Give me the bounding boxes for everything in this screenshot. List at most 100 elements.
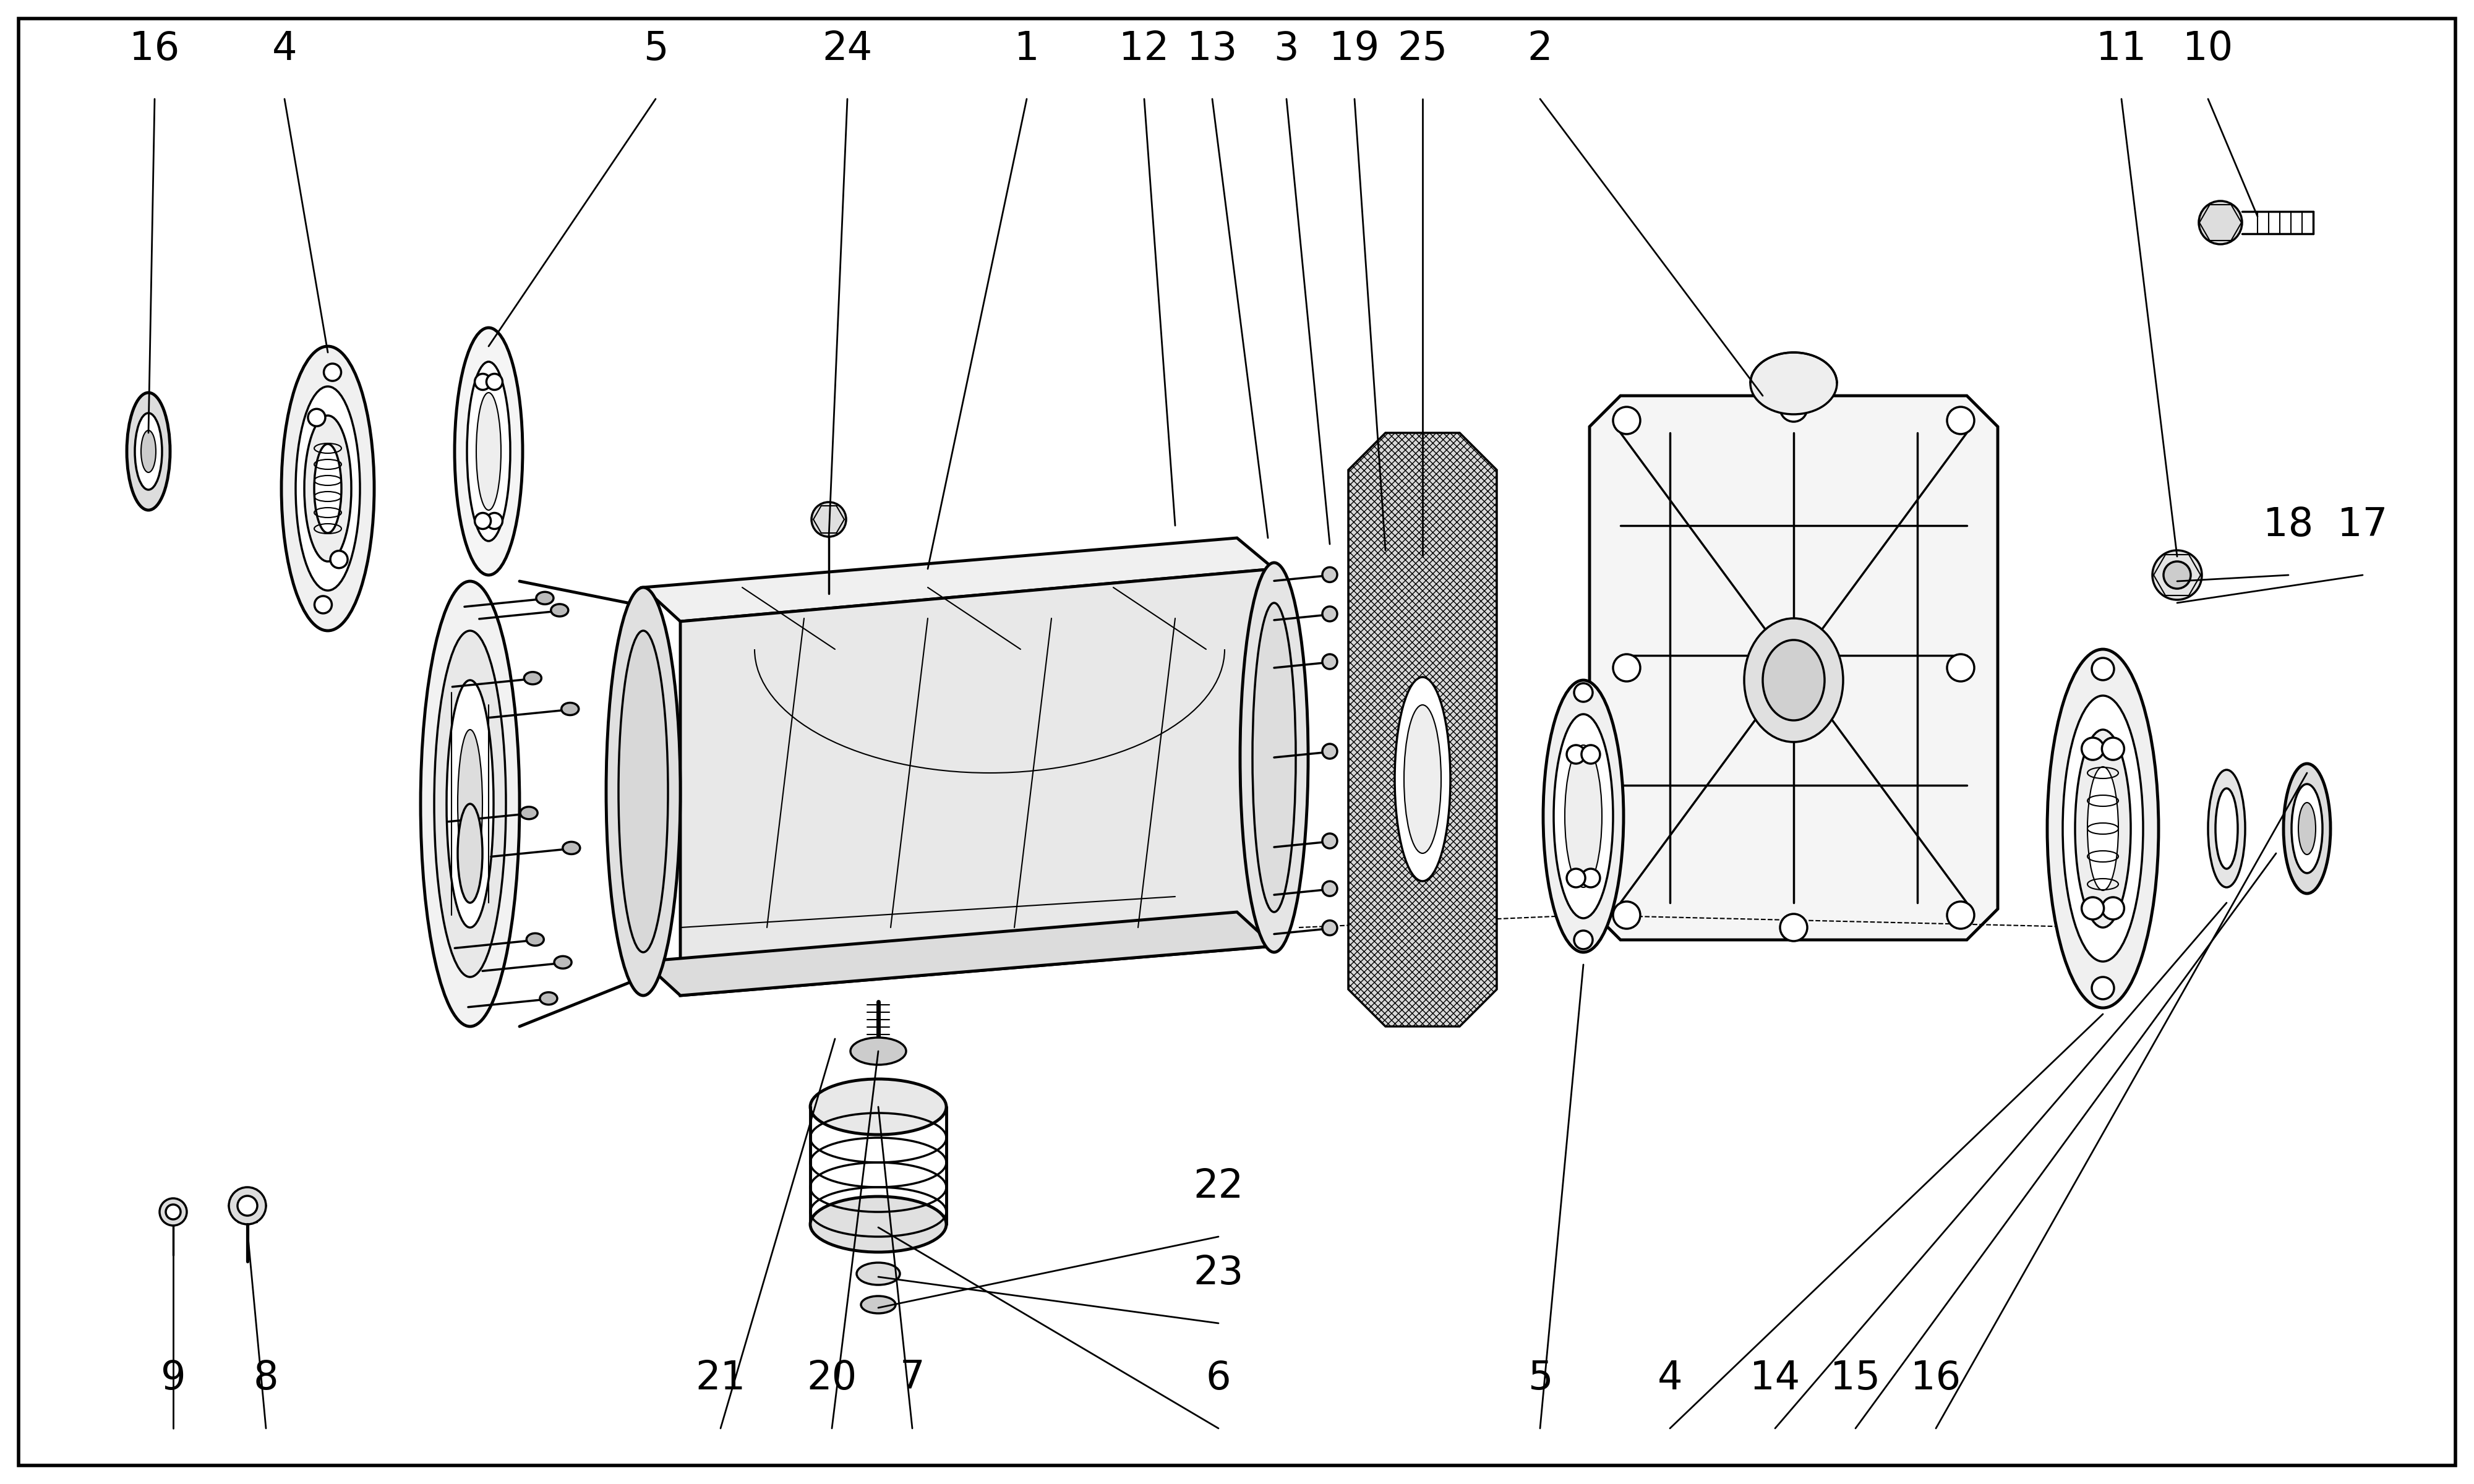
Text: 13: 13 — [1188, 30, 1237, 68]
Circle shape — [2093, 976, 2113, 999]
Text: 15: 15 — [1831, 1359, 1880, 1398]
Ellipse shape — [445, 680, 495, 927]
Ellipse shape — [2076, 730, 2130, 927]
Circle shape — [2162, 561, 2192, 589]
Circle shape — [332, 551, 349, 568]
Circle shape — [1613, 654, 1640, 681]
Circle shape — [158, 1199, 188, 1226]
Text: 5: 5 — [1526, 1359, 1554, 1398]
Circle shape — [1947, 901, 1974, 929]
Ellipse shape — [458, 730, 482, 879]
Text: 18: 18 — [2264, 506, 2313, 545]
Ellipse shape — [468, 362, 510, 542]
Circle shape — [1781, 914, 1806, 941]
Polygon shape — [1348, 433, 1497, 1027]
Text: 25: 25 — [1398, 30, 1447, 68]
Text: 6: 6 — [1205, 1359, 1232, 1398]
Circle shape — [314, 597, 332, 613]
Circle shape — [238, 1196, 257, 1215]
Ellipse shape — [618, 631, 668, 953]
Ellipse shape — [1252, 603, 1296, 913]
Ellipse shape — [520, 807, 537, 819]
Ellipse shape — [539, 993, 557, 1005]
Ellipse shape — [1239, 562, 1309, 953]
Ellipse shape — [606, 588, 680, 996]
Ellipse shape — [856, 1263, 901, 1285]
Ellipse shape — [1544, 680, 1623, 953]
Circle shape — [1321, 654, 1336, 669]
Ellipse shape — [527, 933, 544, 945]
Ellipse shape — [304, 416, 351, 561]
Text: 14: 14 — [1749, 1359, 1801, 1398]
Circle shape — [1613, 407, 1640, 433]
Ellipse shape — [458, 804, 482, 902]
Ellipse shape — [1405, 705, 1440, 853]
Text: 4: 4 — [1658, 1359, 1682, 1398]
Circle shape — [1566, 868, 1586, 887]
Circle shape — [2103, 738, 2125, 760]
Circle shape — [1321, 743, 1336, 758]
Ellipse shape — [2298, 803, 2316, 855]
Ellipse shape — [2217, 788, 2236, 868]
Text: 22: 22 — [1192, 1168, 1244, 1205]
Ellipse shape — [134, 413, 163, 490]
Circle shape — [2103, 898, 2125, 920]
Text: 20: 20 — [807, 1359, 856, 1398]
Ellipse shape — [851, 1037, 905, 1066]
Ellipse shape — [475, 393, 500, 510]
Polygon shape — [643, 913, 1274, 996]
Circle shape — [307, 410, 324, 426]
Circle shape — [475, 513, 490, 528]
Circle shape — [324, 364, 341, 381]
Ellipse shape — [524, 672, 542, 684]
Ellipse shape — [435, 631, 507, 976]
Circle shape — [2093, 657, 2113, 680]
Circle shape — [1566, 745, 1586, 764]
Text: 19: 19 — [1329, 30, 1380, 68]
Text: 10: 10 — [2182, 30, 2234, 68]
Ellipse shape — [1744, 619, 1843, 742]
Circle shape — [475, 374, 490, 390]
Ellipse shape — [537, 592, 554, 604]
Circle shape — [166, 1205, 181, 1220]
Polygon shape — [1588, 396, 1999, 939]
Circle shape — [1321, 834, 1336, 849]
Circle shape — [2081, 898, 2103, 920]
Circle shape — [1613, 901, 1640, 929]
Ellipse shape — [421, 582, 520, 1027]
Ellipse shape — [2048, 650, 2157, 1008]
Circle shape — [1321, 881, 1336, 896]
Circle shape — [487, 374, 502, 390]
Ellipse shape — [1554, 714, 1613, 919]
Text: 21: 21 — [695, 1359, 745, 1398]
Text: 17: 17 — [2338, 506, 2387, 545]
Circle shape — [1321, 607, 1336, 622]
Ellipse shape — [562, 703, 579, 715]
Circle shape — [1573, 683, 1593, 702]
Ellipse shape — [1752, 352, 1836, 414]
Ellipse shape — [811, 1196, 945, 1252]
Ellipse shape — [1566, 745, 1603, 887]
Text: 9: 9 — [161, 1359, 186, 1398]
Text: 23: 23 — [1192, 1254, 1244, 1293]
Ellipse shape — [126, 393, 171, 510]
Circle shape — [487, 513, 502, 528]
Ellipse shape — [455, 328, 522, 574]
Ellipse shape — [141, 430, 156, 472]
Polygon shape — [643, 537, 1274, 622]
Ellipse shape — [2209, 770, 2246, 887]
Text: 12: 12 — [1118, 30, 1170, 68]
Ellipse shape — [2291, 784, 2323, 873]
Text: 16: 16 — [1910, 1359, 1962, 1398]
Circle shape — [228, 1187, 267, 1224]
Ellipse shape — [297, 386, 361, 591]
Ellipse shape — [2063, 696, 2142, 962]
Ellipse shape — [314, 444, 341, 533]
Text: 2: 2 — [1526, 30, 1554, 68]
Ellipse shape — [861, 1296, 896, 1313]
Text: 24: 24 — [821, 30, 873, 68]
Circle shape — [1581, 745, 1601, 764]
Text: 5: 5 — [643, 30, 668, 68]
Text: 1: 1 — [1014, 30, 1039, 68]
Circle shape — [1947, 654, 1974, 681]
